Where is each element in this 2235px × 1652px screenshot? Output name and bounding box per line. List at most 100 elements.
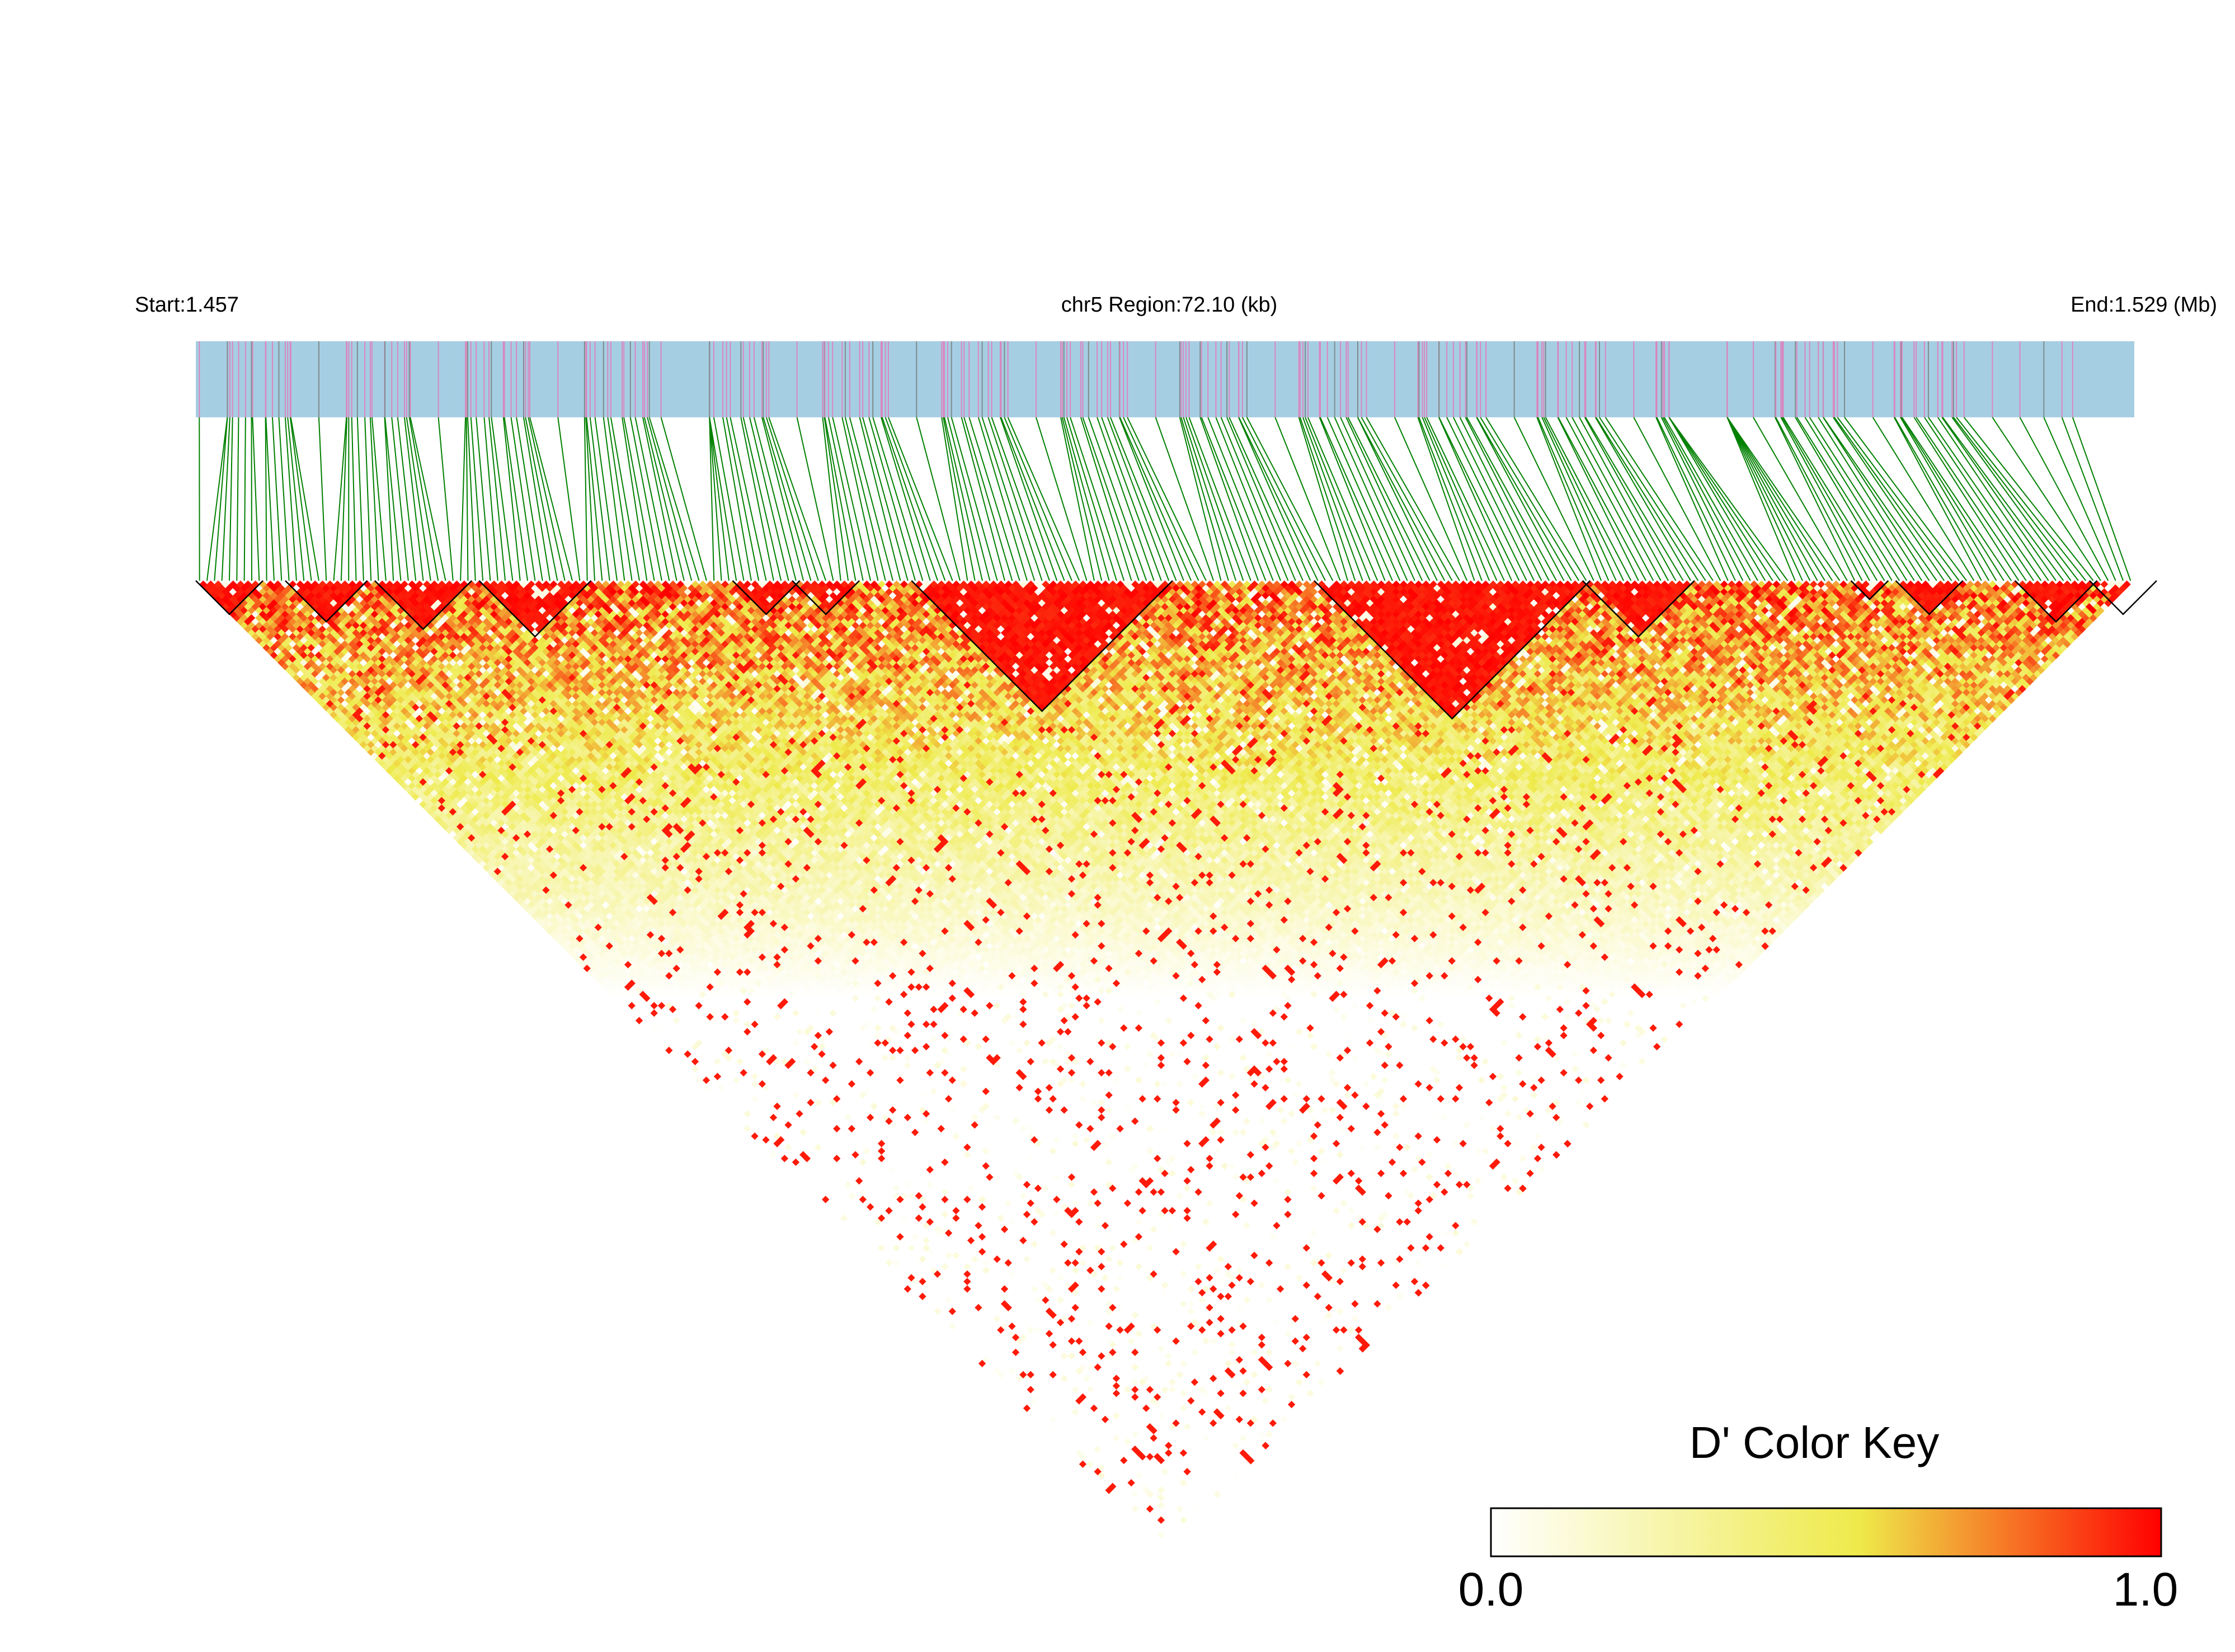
snp-connector — [1334, 417, 1408, 581]
snp-connector — [1088, 417, 1147, 581]
snp-connector — [1541, 417, 1617, 581]
region-center-label: chr5 Region:72.10 (kb) — [1061, 293, 1278, 317]
snp-connector — [318, 417, 327, 581]
snp-connector — [1804, 417, 1908, 581]
snp-connector — [1795, 417, 1893, 581]
snp-connector — [1036, 417, 1088, 581]
snp-connector — [1066, 417, 1117, 581]
snp-connector — [410, 417, 446, 581]
snp-connector — [1584, 417, 1677, 581]
snp-connector — [403, 417, 424, 581]
snp-connector — [642, 417, 677, 581]
snp-connector — [369, 417, 379, 581]
snp-connector — [408, 417, 439, 581]
snp-connector — [1201, 417, 1267, 581]
snp-connector — [1595, 417, 1691, 581]
snp-connector — [1061, 417, 1103, 581]
snp-connector — [1298, 417, 1348, 581]
snp-connector — [761, 417, 804, 581]
snp-connector — [1070, 417, 1125, 581]
snp-connector — [1726, 417, 1841, 581]
snp-connector — [391, 417, 409, 581]
snp-connector — [2061, 417, 2124, 581]
snp-connector — [557, 417, 581, 581]
snp-connector — [643, 417, 685, 581]
snp-connector — [1123, 417, 1199, 581]
snp-connector — [1660, 417, 1744, 581]
snp-connector — [1543, 417, 1625, 581]
snp-connector — [1080, 417, 1132, 581]
snp-connector — [1664, 417, 1758, 581]
snp-connector — [1893, 417, 1982, 581]
snp-connector — [585, 417, 595, 581]
snp-connector — [1823, 417, 1937, 581]
snp-connector — [1844, 417, 1967, 581]
snp-connector — [1656, 417, 1736, 581]
snp-connector — [610, 417, 640, 581]
snp-connector — [1422, 417, 1490, 581]
snp-connector — [384, 417, 402, 581]
snp-connector — [504, 417, 529, 581]
snp-connector — [364, 417, 372, 581]
snp-connector — [1916, 417, 2027, 581]
snp-connector — [1726, 417, 1818, 581]
snp-connector — [289, 417, 312, 581]
snp-connector — [951, 417, 998, 581]
snp-connector — [1127, 417, 1207, 581]
snp-connector — [1485, 417, 1587, 581]
snp-connector — [1426, 417, 1505, 581]
snp-connector — [1894, 417, 1989, 581]
snp-connector — [523, 417, 551, 581]
snp-connector — [1082, 417, 1140, 581]
snp-connector — [768, 417, 827, 581]
snp-connector — [961, 417, 1005, 581]
snp-connector — [1207, 417, 1274, 581]
snp-connector — [713, 417, 745, 581]
snp-connector — [709, 417, 715, 581]
snp-connector — [753, 417, 797, 581]
snp-connector — [1238, 417, 1311, 581]
snp-connector — [333, 417, 347, 581]
ld-heatmap-cells — [199, 580, 2131, 1550]
snp-connector — [868, 417, 916, 581]
snp-connector — [476, 417, 491, 581]
snp-connector — [660, 417, 707, 581]
snp-connector — [1480, 417, 1580, 581]
snp-connector — [584, 417, 588, 581]
snp-connector — [603, 417, 625, 581]
snp-connector — [1466, 417, 1558, 581]
snp-connector — [1226, 417, 1296, 581]
snp-connector — [1545, 417, 1632, 581]
snp-connector — [1097, 417, 1155, 581]
snp-connector — [470, 417, 484, 581]
snp-connector — [371, 417, 387, 581]
snp-connector — [589, 417, 610, 581]
snp-connector — [1188, 417, 1251, 581]
snp-connector — [2043, 417, 2116, 581]
snp-connector — [1307, 417, 1378, 581]
snp-connector — [1924, 417, 2034, 581]
snp-connector — [1753, 417, 1848, 581]
snp-connector — [502, 417, 521, 581]
snp-connector — [397, 417, 417, 581]
snp-connector — [859, 417, 901, 581]
snp-connector — [1347, 417, 1431, 581]
snp-connector — [243, 417, 246, 581]
snp-connector — [1438, 417, 1520, 581]
snp-connector — [881, 417, 938, 581]
snp-connector — [1655, 417, 1729, 581]
snp-connector — [1000, 417, 1065, 581]
snp-connector — [943, 417, 976, 581]
snp-connector — [709, 417, 722, 581]
snp-connector — [887, 417, 953, 581]
snp-connector — [356, 417, 364, 581]
snp-connector — [1101, 417, 1162, 581]
snp-connector — [284, 417, 297, 581]
snp-connector — [709, 417, 737, 581]
snp-connector — [1834, 417, 1952, 581]
snp-connector — [228, 417, 233, 581]
snp-connector — [1180, 417, 1229, 581]
snp-connector — [1299, 417, 1356, 581]
snp-position-ticks — [199, 341, 2073, 417]
snp-connector — [265, 417, 275, 581]
